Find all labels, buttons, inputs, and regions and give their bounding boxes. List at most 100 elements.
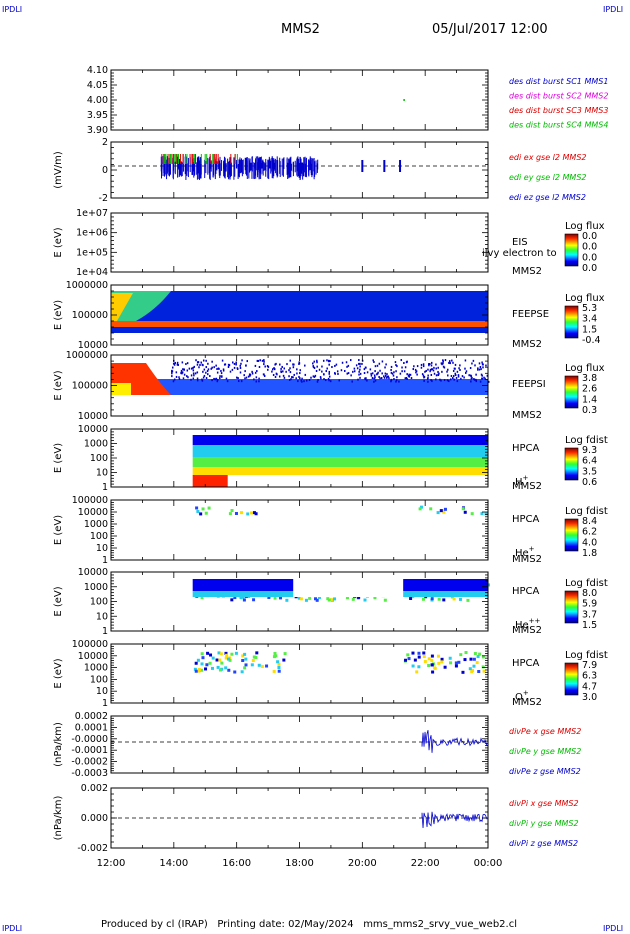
feepsi-noise-point: [428, 363, 430, 366]
feepsi-noise-point: [220, 372, 223, 375]
y-tick-label: 100: [90, 531, 108, 542]
feepsi-noise-point: [373, 374, 376, 377]
feepsi-noise-point: [304, 364, 306, 367]
feepsi-noise-point: [412, 368, 415, 371]
feepsi-noise-point: [456, 370, 459, 373]
feepsi-noise-point: [473, 378, 476, 381]
feepsi-noise-point: [293, 373, 295, 376]
colorbar-tick-label: 3.8: [582, 373, 597, 384]
feepsi-noise-point: [264, 365, 266, 368]
hpca-ion-point: [206, 651, 210, 655]
feepsi-noise-point: [427, 380, 429, 383]
hpca-ion-point: [225, 653, 229, 657]
feepsi-noise-point: [281, 365, 283, 368]
y-tick-label: 1: [102, 482, 108, 493]
feepsi-noise-point: [186, 369, 189, 372]
feepsi-noise-point: [366, 371, 369, 374]
feepsi-noise-point: [429, 368, 432, 371]
feepsi-noise-point: [416, 365, 419, 368]
feepsi-noise-point: [457, 375, 460, 378]
hpca-ion-point: [272, 655, 276, 659]
feepsi-noise-point: [460, 377, 462, 380]
feepsi-noise-point: [283, 367, 286, 370]
feepsi-noise-point: [341, 361, 344, 364]
feepsi-noise-point: [202, 370, 204, 373]
feepsi-noise-point: [194, 372, 197, 375]
y-tick-label: -0.002: [77, 843, 108, 854]
hpca-ion-point: [252, 598, 256, 602]
feepsi-noise-point: [267, 368, 269, 371]
feepsi-noise-point: [334, 364, 336, 367]
feepsi-noise-point: [229, 370, 232, 373]
y-tick-label: -2: [99, 193, 108, 204]
colorbar: [564, 305, 579, 339]
colorbar-tick-label: 3.5: [582, 466, 597, 477]
legend-entry: divPe x gse MMS2: [509, 727, 581, 736]
feepsi-noise-point: [479, 380, 482, 383]
hpca-ion-point: [218, 658, 222, 662]
hpca-ion-point: [427, 657, 431, 661]
y-axis-label: E (eV): [53, 515, 64, 545]
hpca-ion-point: [443, 507, 447, 511]
feepsi-noise-point: [448, 360, 451, 363]
feepsi-noise-point: [443, 379, 446, 382]
feepsi-noise-point: [286, 363, 288, 366]
y-tick-label: 100000: [72, 495, 108, 506]
hpca-ion-point: [241, 659, 245, 663]
feepsi-noise-point: [267, 365, 270, 368]
feepsi-noise-point: [178, 377, 181, 380]
hpca-ion-point: [345, 596, 349, 600]
hpca-h-green-band: [192, 457, 488, 467]
y-tick-label: 0.0002: [75, 711, 108, 722]
hpca-ion-point: [195, 506, 199, 510]
feepsi-noise-point: [454, 363, 457, 366]
colorbar-tick-label: 3.4: [582, 314, 597, 325]
feepsi-noise-point: [203, 374, 206, 377]
legend-entry: des dist burst SC4 MMS4: [509, 121, 608, 130]
hpca-ion-point: [260, 664, 264, 668]
feepsi-noise-point: [390, 368, 392, 371]
feepsi-noise-point: [363, 368, 366, 371]
feepsi-noise-point: [251, 372, 254, 375]
feepsi-noise-point: [486, 374, 489, 377]
feepsi-noise-point: [387, 375, 390, 378]
hpca-ion-point: [433, 666, 437, 670]
feepsi-noise-point: [316, 365, 318, 368]
hpca-ion-point: [220, 661, 224, 665]
feepsi-noise-point: [273, 368, 276, 371]
panel-frame: [110, 69, 489, 131]
feepsi-noise-point: [195, 359, 197, 362]
feepsi-noise-point: [175, 371, 178, 374]
instrument-label: FEEPSI: [512, 379, 546, 390]
feepsi-noise-point: [190, 367, 193, 370]
feepsi-noise-point: [416, 373, 418, 376]
feepsi-noise-point: [192, 377, 195, 380]
hpca-h-mid-band: [192, 445, 488, 457]
instrument-label: MMS2: [512, 339, 542, 350]
feepsi-noise-point: [437, 366, 439, 369]
feepsi-noise-point: [192, 369, 195, 372]
feepsi-noise-point: [380, 377, 383, 380]
feepsi-noise-point: [471, 362, 473, 365]
feepsi-noise-point: [263, 360, 265, 363]
feepsi-noise-point: [427, 374, 429, 377]
feepsi-noise-point: [435, 374, 438, 377]
feepsi-noise-point: [482, 363, 484, 366]
corner-label-bl: IPDLI: [2, 924, 23, 933]
y-tick-label: 0: [102, 165, 108, 176]
hpca-ion-point: [409, 596, 413, 600]
div-p-z-line: [421, 811, 488, 829]
feepsi-noise-point: [459, 368, 461, 371]
feepsi-noise-point: [393, 371, 395, 374]
feepsi-noise-point: [335, 363, 338, 366]
feepsi-noise-point: [312, 362, 314, 365]
y-tick-label: 1e+07: [76, 208, 108, 219]
y-tick-label: 0.002: [81, 783, 108, 794]
feepsi-noise-point: [196, 371, 199, 374]
hpca-ion-point: [208, 661, 212, 665]
legend-entry: divPi y gse MMS2: [509, 819, 579, 828]
feepsi-noise-point: [183, 373, 186, 376]
y-tick-label: 10: [96, 543, 108, 554]
feepsi-noise-point: [328, 372, 330, 375]
